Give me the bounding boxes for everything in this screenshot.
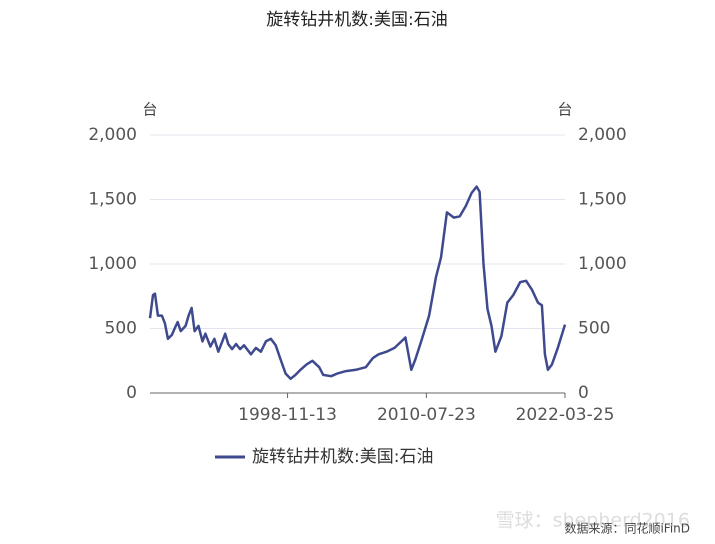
source: 数据来源：同花顺iFinD [564, 521, 690, 536]
watermark: 雪球：shepherd2016 [496, 510, 690, 532]
y2-tick-label: 1,500 [578, 190, 627, 210]
y-tick-label: 1,500 [88, 190, 137, 210]
y-tick-label: 0 [126, 383, 137, 403]
x-tick-label: 2022-03-25 [516, 405, 615, 425]
line [148, 185, 567, 381]
y-unit: 台 [142, 101, 157, 119]
y-tick-label: 2,000 [88, 125, 137, 145]
y2-unit: 台 [557, 101, 572, 119]
y2-tick-label: 0 [578, 383, 589, 403]
x-tick-label: 2010-07-23 [377, 405, 476, 425]
y2-tick-label: 500 [578, 319, 610, 339]
x-tick-label: 1998-11-13 [238, 405, 337, 425]
legend-label: 旋转钻井机数:美国:石油 [252, 447, 433, 467]
y-tick-label: 1,000 [88, 254, 137, 274]
chart-title: 旋转钻井机数:美国:石油 [266, 10, 447, 30]
y2-tick-label: 1,000 [578, 254, 627, 274]
y-tick-label: 500 [105, 319, 137, 339]
y2-tick-label: 2,000 [578, 125, 627, 145]
